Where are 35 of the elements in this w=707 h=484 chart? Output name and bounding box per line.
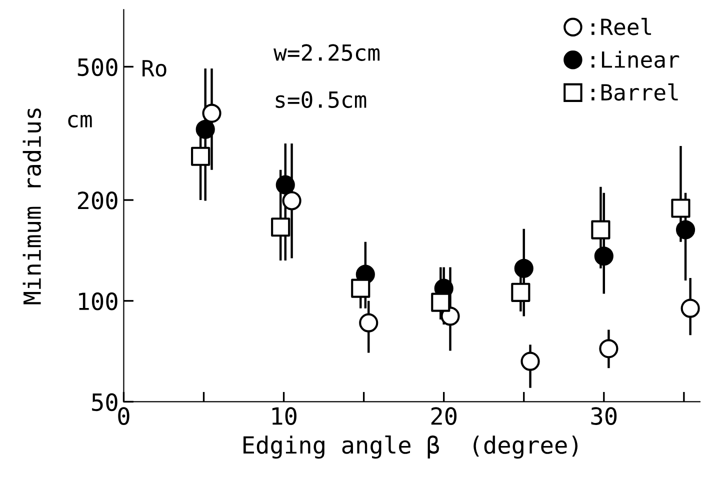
point [191,146,210,166]
point [511,282,530,302]
point [671,198,690,218]
point [520,352,540,371]
point [271,218,290,237]
point [599,339,618,358]
point [351,278,370,298]
x-tick-label: 20 [431,407,457,425]
y-tick-label: 100 [79,292,118,310]
annotation: w=2.25cm [274,44,380,61]
legend-label: :Reel [592,18,652,36]
point [680,298,700,318]
annotation: Ro [142,60,166,77]
x-tick-label: 0 [118,407,130,425]
legend-label: :Barrel [592,83,678,101]
legend-label: :Linear [592,50,680,68]
point [202,104,222,123]
x-axis-title: Edging angle β (degree) [244,435,578,459]
annotation: s=0.5cm [276,91,366,108]
point [514,258,534,278]
point [594,246,614,266]
y-tick-label: 500 [78,58,118,76]
point [282,191,302,210]
text: cm [68,114,92,128]
x-tick-label: 30 [591,407,617,425]
point [431,292,450,312]
point [276,175,295,194]
y-axis-title: Minimum radius [22,108,42,304]
point [196,120,215,139]
y-tick-label: 200 [78,192,118,210]
point [676,220,696,240]
point [591,220,610,240]
point [359,313,378,332]
x-tick-label: 10 [272,407,296,425]
y-tick-label: 50 [92,393,118,412]
